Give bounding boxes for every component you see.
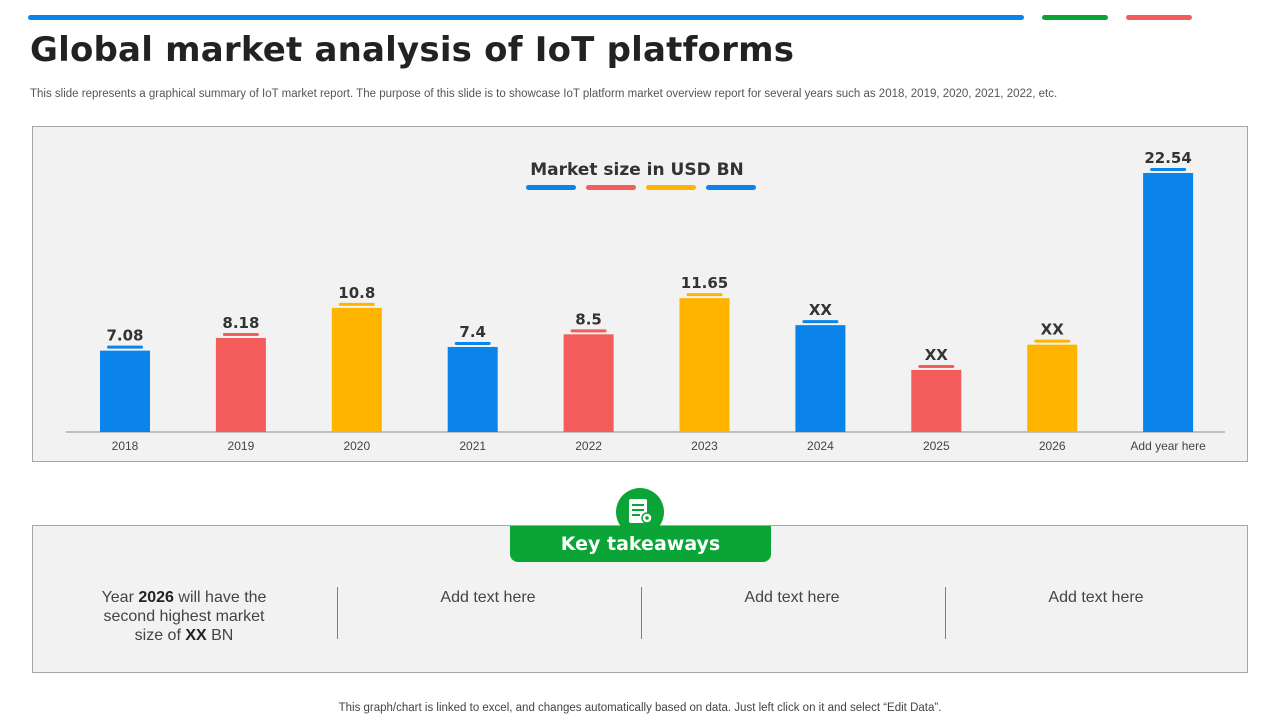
x-tick-label: 2018: [112, 439, 139, 453]
bar-2022[interactable]: [563, 334, 614, 432]
legend-swatch: [706, 185, 756, 190]
x-tick-label: 2021: [459, 439, 486, 453]
x-tick-label: 2026: [1039, 439, 1066, 453]
takeaway-text: Add text here: [440, 589, 536, 606]
bar-label-underline: [686, 293, 723, 297]
bar-label-underline: [570, 329, 607, 333]
bar-2020[interactable]: [331, 307, 382, 432]
data-label: XX: [1041, 321, 1065, 339]
takeaway-item-2: Add text here: [338, 588, 638, 648]
bars-group: 7.08 2018 8.18 2019 10.8 2020 7.4 2021 8.5 2022 11…: [100, 149, 1206, 453]
bar-2019[interactable]: [215, 338, 266, 432]
x-tick-label: 2019: [228, 439, 255, 453]
takeaway-item-3: Add text here: [642, 588, 942, 648]
x-tick-label: 2020: [343, 439, 370, 453]
legend-swatches: [526, 185, 756, 190]
top-accent-bar-red: [1126, 15, 1192, 20]
bar-2025[interactable]: [911, 369, 962, 432]
chart-panel[interactable]: Market size in USD BN 7.08 2018 8.18 2019 10…: [32, 126, 1248, 462]
bar-chart[interactable]: Market size in USD BN 7.08 2018 8.18 2019 10…: [33, 127, 1249, 463]
bar-label-underline: [1034, 339, 1071, 343]
x-tick-label: 2022: [575, 439, 602, 453]
bar-2024[interactable]: [795, 325, 846, 432]
top-accent-bar-blue: [28, 15, 1024, 20]
takeaway-text: Add text here: [1048, 589, 1144, 606]
bar-label-underline: [918, 364, 955, 368]
x-tick-label: Add year here: [1130, 439, 1206, 453]
top-accent-bar-green: [1042, 15, 1108, 20]
data-label: 8.5: [575, 310, 602, 328]
chart-title: Market size in USD BN: [530, 160, 744, 180]
data-label: XX: [809, 301, 833, 319]
data-label: 7.08: [106, 327, 143, 345]
data-label: XX: [925, 346, 949, 364]
data-label: 22.54: [1144, 149, 1191, 167]
page-subtitle: This slide represents a graphical summar…: [30, 88, 1058, 100]
bar-label-underline: [107, 345, 143, 349]
bar-add-year-here[interactable]: [1143, 173, 1194, 432]
bar-2023[interactable]: [679, 298, 730, 432]
bar-label-underline: [222, 333, 259, 337]
x-tick-label: 2025: [923, 439, 950, 453]
takeaway-text: Add text here: [744, 589, 840, 606]
x-tick-label: 2023: [691, 439, 718, 453]
takeaway-divider: [641, 587, 642, 639]
data-label: 7.4: [459, 323, 486, 341]
data-label: 10.8: [338, 284, 375, 302]
key-takeaways-heading: Key takeaways: [510, 526, 771, 562]
page-title: Global market analysis of IoT platforms: [30, 30, 795, 70]
x-tick-label: 2024: [807, 439, 834, 453]
data-label: 11.65: [681, 274, 728, 292]
takeaway-divider: [945, 587, 946, 639]
bar-label-underline: [1150, 168, 1187, 171]
takeaway-item-1: Year 2026 will have the second highest m…: [34, 588, 334, 648]
data-label: 8.18: [222, 314, 259, 332]
takeaway-divider: [337, 587, 338, 639]
takeaway-text: Year 2026 will have the second highest m…: [101, 589, 267, 644]
bar-label-underline: [454, 341, 491, 345]
footer-note: This graph/chart is linked to excel, and…: [338, 702, 942, 714]
legend-swatch: [526, 185, 576, 190]
bar-2026[interactable]: [1027, 344, 1078, 432]
takeaway-item-4: Add text here: [946, 588, 1246, 648]
bar-label-underline: [802, 320, 839, 324]
bar-2021[interactable]: [447, 346, 498, 432]
legend-swatch: [646, 185, 696, 190]
bar-label-underline: [338, 302, 375, 306]
bar-2018[interactable]: [100, 350, 150, 432]
legend-swatch: [586, 185, 636, 190]
